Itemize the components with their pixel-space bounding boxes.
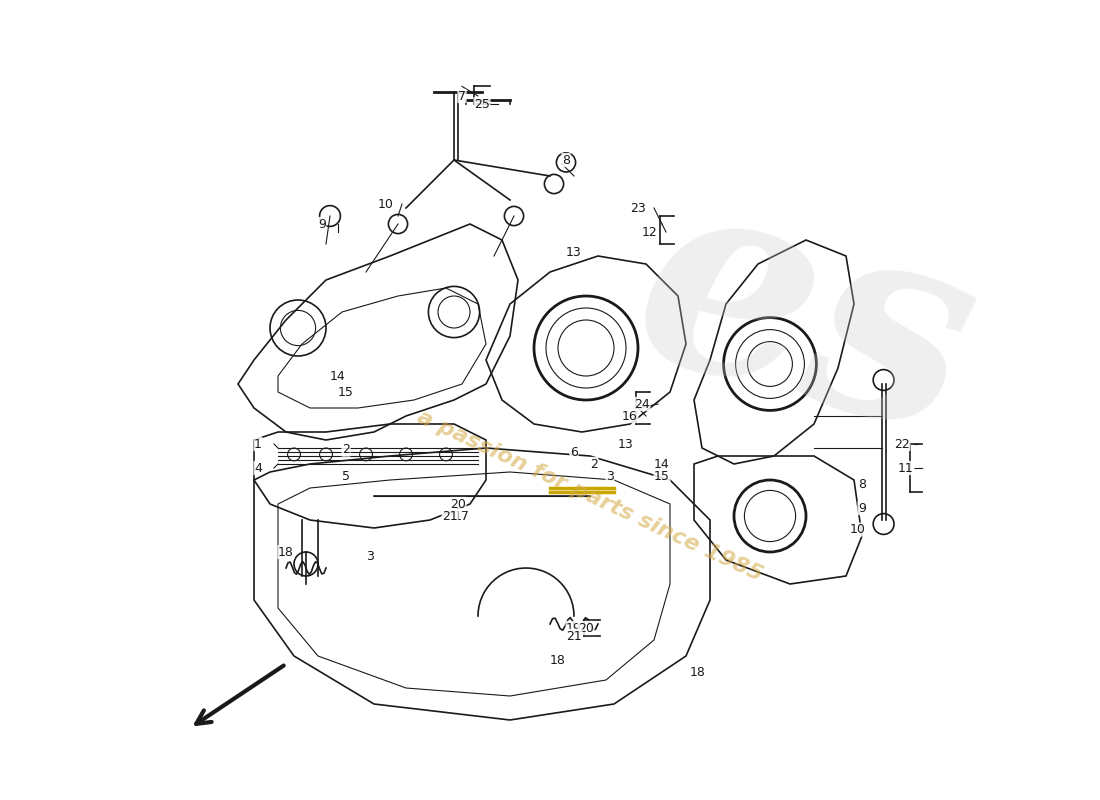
- Text: 25: 25: [474, 98, 490, 110]
- Text: 20: 20: [579, 622, 594, 634]
- Text: 16: 16: [623, 410, 638, 422]
- Text: 9: 9: [858, 502, 866, 514]
- Text: 14: 14: [330, 370, 345, 382]
- Text: 20: 20: [450, 498, 466, 510]
- Text: 15: 15: [338, 386, 354, 398]
- Text: 8: 8: [562, 154, 570, 166]
- Text: 21: 21: [566, 630, 582, 642]
- Text: 10: 10: [378, 198, 394, 210]
- Text: 14: 14: [654, 458, 670, 470]
- Text: 3: 3: [606, 470, 614, 482]
- Text: 17: 17: [454, 510, 470, 522]
- Text: 18: 18: [550, 654, 565, 666]
- Text: 10: 10: [850, 523, 866, 536]
- Text: 24: 24: [634, 398, 650, 410]
- Text: 3: 3: [366, 550, 374, 562]
- Text: 11: 11: [898, 462, 914, 474]
- Text: 8: 8: [858, 478, 866, 490]
- Text: 12: 12: [642, 226, 658, 238]
- Text: 15: 15: [654, 470, 670, 482]
- Text: 18: 18: [278, 546, 294, 558]
- Text: 13: 13: [618, 438, 634, 450]
- Text: 7: 7: [458, 90, 466, 102]
- Text: 6: 6: [570, 446, 578, 458]
- Text: 23: 23: [630, 202, 646, 214]
- Text: es: es: [610, 147, 1002, 493]
- Text: 2: 2: [342, 443, 350, 456]
- Text: 1: 1: [254, 438, 262, 450]
- Text: 9: 9: [318, 218, 326, 230]
- Text: 18: 18: [690, 666, 706, 678]
- Text: 21: 21: [442, 510, 458, 522]
- Text: 2: 2: [590, 458, 598, 470]
- Text: a passion for parts since 1985: a passion for parts since 1985: [415, 407, 766, 585]
- Text: 19: 19: [566, 622, 582, 634]
- Text: 22: 22: [894, 438, 910, 450]
- Text: 13: 13: [566, 246, 582, 258]
- Text: 5: 5: [342, 470, 350, 482]
- Text: 4: 4: [254, 462, 262, 474]
